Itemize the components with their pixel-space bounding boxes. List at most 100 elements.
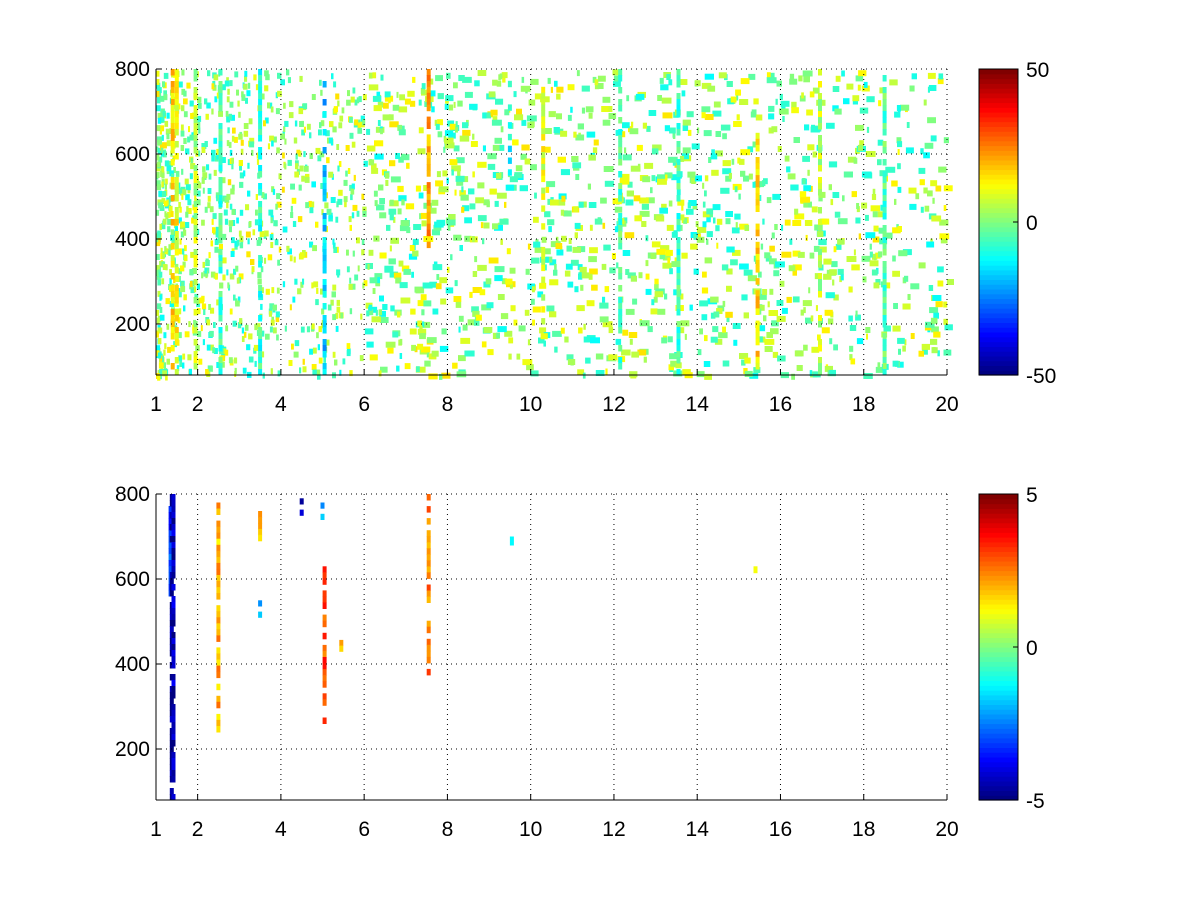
heatmap-cell-772 bbox=[733, 121, 742, 127]
heatmap-cell-2197 bbox=[213, 74, 219, 81]
heatmap-cell-1115 bbox=[471, 306, 479, 313]
heatmap-cell-2202 bbox=[521, 144, 530, 151]
y-tick-label-0: 200 bbox=[115, 738, 150, 761]
heatmap-cell-1231 bbox=[333, 106, 338, 113]
streak-5-cell-43 bbox=[322, 327, 327, 334]
heatmap-cell-2159 bbox=[161, 172, 165, 179]
heatmap-cell-676 bbox=[202, 187, 205, 194]
heatmap-cell-1770 bbox=[651, 175, 656, 182]
heatmap-cell-1539 bbox=[622, 250, 631, 256]
heatmap-cell-504 bbox=[592, 147, 598, 154]
heatmap-cell-1468 bbox=[389, 245, 392, 252]
streak-13-cell-32 bbox=[882, 261, 887, 268]
heatmap-cell-1363 bbox=[222, 84, 226, 91]
colorbar-tick-label-0: -5 bbox=[1026, 790, 1045, 813]
heatmap-cell-1332 bbox=[183, 98, 188, 105]
x-tick-label-7: 14 bbox=[686, 393, 710, 416]
heatmap-cell-1394 bbox=[766, 72, 771, 79]
heatmap-cell-26 bbox=[766, 332, 773, 338]
heatmap-cell-482 bbox=[157, 112, 162, 119]
heatmap-cell-1175 bbox=[589, 224, 593, 231]
heatmap-cell-1162 bbox=[196, 190, 201, 197]
heatmap-cell-1508 bbox=[828, 184, 832, 191]
heatmap-cell-739 bbox=[306, 326, 310, 333]
streak-11 bbox=[755, 132, 760, 370]
streak-3-cell-27 bbox=[218, 231, 223, 238]
heatmap-cell-207 bbox=[166, 358, 170, 365]
heatmap-cell-1485 bbox=[419, 333, 426, 340]
heatmap-cell-2025 bbox=[777, 146, 782, 152]
streak-0-cell-3 bbox=[170, 87, 175, 94]
heatmap-cell-277 bbox=[419, 213, 422, 220]
streak-8-cell-1 bbox=[322, 572, 327, 579]
heatmap-cell-1822 bbox=[937, 280, 944, 287]
streak-8-cell-23 bbox=[541, 205, 546, 212]
heatmap-cell-2144 bbox=[486, 302, 494, 309]
heatmap-cell-1844 bbox=[444, 103, 449, 110]
streak-10-cell-7 bbox=[426, 536, 431, 543]
streak-12-cell-49 bbox=[818, 363, 822, 370]
colorbar-step-61 bbox=[979, 503, 1018, 509]
heatmap-cell-1942 bbox=[653, 296, 658, 303]
heatmap-cell-1281 bbox=[920, 206, 924, 213]
streak-0-cell-21 bbox=[170, 195, 175, 202]
heatmap-cell-588 bbox=[197, 308, 201, 315]
streak-0-cell-40 bbox=[170, 309, 175, 316]
heatmap-cell-1118 bbox=[163, 72, 169, 79]
streak-4-cell-2 bbox=[258, 522, 263, 530]
colorbar-step-13 bbox=[979, 308, 1018, 314]
heatmap-cell-607 bbox=[326, 157, 330, 164]
heatmap-cell-1236 bbox=[401, 265, 410, 272]
streak-13-cell-23 bbox=[882, 207, 887, 214]
streak-4-cell-45 bbox=[258, 339, 263, 346]
streak-3-cell-27 bbox=[216, 665, 221, 673]
heatmap-cell-1720 bbox=[740, 78, 750, 85]
heatmap-cell-353 bbox=[821, 327, 830, 334]
streak-2-cell-9 bbox=[193, 123, 198, 130]
streak-3-cell-35 bbox=[216, 713, 221, 721]
heatmap-cell-564 bbox=[843, 171, 853, 178]
heatmap-cell-1984 bbox=[156, 105, 161, 112]
heatmap-cell-1783 bbox=[362, 282, 365, 289]
heatmap-cell-446 bbox=[625, 269, 630, 275]
streak-2-cell-2 bbox=[171, 506, 176, 513]
heatmap-cell-8 bbox=[859, 140, 864, 147]
heatmap-cell-1882 bbox=[282, 281, 286, 288]
heatmap-cell-749 bbox=[716, 218, 723, 225]
heatmap-cell-1023 bbox=[216, 299, 219, 306]
streak-10-cell-21 bbox=[426, 620, 431, 628]
heatmap-cell-1883 bbox=[882, 232, 893, 239]
heatmap-cell-1264 bbox=[872, 211, 878, 218]
x-tick-label-3: 6 bbox=[358, 393, 370, 416]
heatmap-cell-698 bbox=[396, 365, 400, 372]
streak-2-cell-13 bbox=[193, 147, 198, 154]
heatmap-cell-1638 bbox=[490, 109, 498, 116]
heatmap-cell-1553 bbox=[204, 267, 207, 274]
heatmap-cell-1160 bbox=[177, 317, 181, 324]
streak-10-cell-36 bbox=[676, 285, 681, 292]
heatmap-cell-2155 bbox=[516, 353, 521, 360]
x-tick-label-8: 16 bbox=[769, 393, 792, 416]
heatmap-cell-1857 bbox=[178, 81, 183, 88]
heatmap-cell-859 bbox=[296, 149, 301, 156]
heatmap-cell-90 bbox=[275, 92, 278, 99]
heatmap-cell-299 bbox=[234, 136, 238, 143]
heatmap-cell-65 bbox=[704, 175, 709, 182]
heatmap-cell-86 bbox=[253, 74, 257, 81]
heatmap-cell-1785 bbox=[188, 368, 192, 375]
heatmap-cell-1973 bbox=[300, 326, 305, 333]
heatmap-cell-1959 bbox=[312, 347, 317, 354]
streak-4-cell-8 bbox=[258, 117, 263, 124]
heatmap-cell-266 bbox=[335, 93, 340, 100]
heatmap-cell-1722 bbox=[634, 215, 642, 222]
heatmap-cell-640 bbox=[708, 157, 712, 163]
heatmap-cell-1054 bbox=[228, 357, 233, 364]
heatmap-cell-279 bbox=[339, 115, 344, 122]
streak-8-cell-14 bbox=[541, 152, 546, 159]
streak-8-cell-4 bbox=[322, 590, 327, 597]
heatmap-cell-124 bbox=[156, 172, 160, 178]
heatmap-cell-2133 bbox=[560, 209, 564, 216]
streak-4-cell-23 bbox=[258, 207, 263, 214]
heatmap-cell-85 bbox=[756, 293, 767, 300]
heatmap-cell-858 bbox=[337, 100, 340, 107]
